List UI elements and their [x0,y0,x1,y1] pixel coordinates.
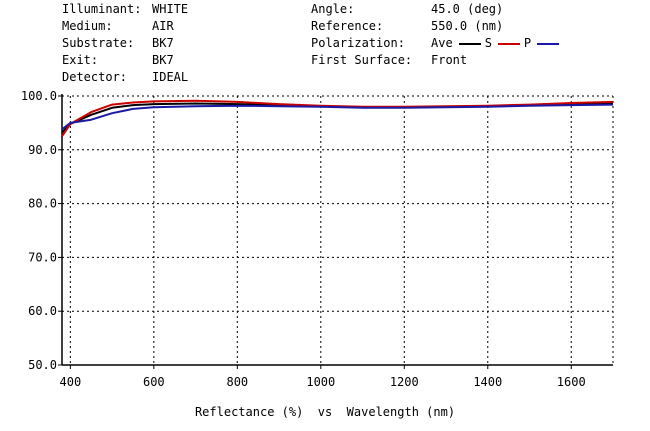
legend-line-p [537,42,560,45]
info-value: BK7 [152,53,174,67]
info-panel-right: Angle: 45.0 (deg) Reference: 550.0 (nm) Pola… [311,1,563,69]
x-tick-label: 1600 [557,375,586,389]
info-value: BK7 [152,36,174,50]
legend-label-p: P [523,36,532,50]
info-value: AIR [152,19,174,33]
info-label: Angle: [311,2,355,16]
x-tick-label: 1000 [306,375,335,389]
x-tick-label: 400 [60,375,82,389]
info-value: Ave [431,36,453,50]
info-value: Front [431,53,468,67]
info-label: Reference: [311,19,384,33]
info-label: Polarization: [311,36,405,50]
y-tick-label: 80.0 [28,197,57,211]
legend-line-ave [458,42,481,45]
info-label: Illuminant: [62,2,142,16]
y-tick-label: 70.0 [28,250,57,264]
info-label: Detector: [62,70,128,84]
info-row: Angle: 45.0 (deg) [311,1,563,18]
info-value: 45.0 (deg) [431,2,504,16]
x-tick-label: 1200 [390,375,419,389]
y-tick-label: 50.0 [28,358,57,372]
info-value: WHITE [152,2,189,16]
info-panel-left: Illuminant: WHITE Medium: AIR Substrate: BK7 E… [62,1,188,86]
info-label: Medium: [62,19,113,33]
x-tick-label: 600 [143,375,165,389]
legend-line-s [497,42,520,45]
series-line-s [61,99,614,137]
info-row: Exit: BK7 [62,52,188,69]
info-value: IDEAL [152,70,189,84]
info-row: Medium: AIR [62,18,188,35]
y-tick-label: 100.0 [21,89,57,103]
info-row: Polarization: Ave S P [311,35,563,52]
y-tick-label: 60.0 [28,304,57,318]
series-line-p [61,103,614,131]
y-tick-label: 90.0 [28,143,57,157]
x-axis-label: Reflectance (%) vs Wavelength (nm) [194,405,456,419]
x-tick-label: 800 [226,375,248,389]
info-row: Reference: 550.0 (nm) [311,18,563,35]
info-label: Exit: [62,53,99,67]
x-tick-label: 1400 [473,375,502,389]
info-value: 550.0 (nm) [431,19,504,33]
info-row: Substrate: BK7 [62,35,188,52]
info-label: First Surface: [311,53,413,67]
info-row: Detector: IDEAL [62,69,188,86]
info-row: Illuminant: WHITE [62,1,188,18]
legend-label-s: S [484,36,492,50]
info-label: Substrate: [62,36,135,50]
info-row: First Surface: Front [311,52,563,69]
